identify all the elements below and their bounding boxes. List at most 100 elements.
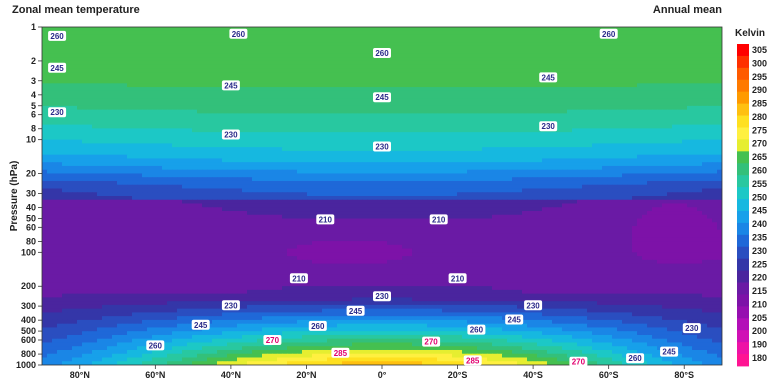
field-cell bbox=[527, 105, 533, 111]
field-cell bbox=[307, 105, 313, 111]
field-cell bbox=[262, 27, 268, 32]
field-cell bbox=[297, 79, 303, 84]
field-cell bbox=[147, 53, 153, 58]
field-cell bbox=[517, 68, 523, 73]
field-cell bbox=[427, 135, 433, 141]
field-cell bbox=[287, 45, 293, 51]
field-cell bbox=[67, 90, 73, 96]
field-cell bbox=[327, 30, 333, 36]
field-cell bbox=[362, 120, 368, 126]
field-cell bbox=[632, 143, 638, 148]
field-cell bbox=[652, 38, 658, 43]
field-cell bbox=[562, 139, 568, 145]
field-cell bbox=[637, 105, 643, 111]
field-cell bbox=[332, 132, 338, 137]
field-cell bbox=[377, 120, 383, 126]
field-cell bbox=[187, 117, 193, 122]
field-cell bbox=[367, 53, 373, 58]
field-cell bbox=[317, 60, 323, 66]
field-cell bbox=[467, 158, 473, 163]
field-cell bbox=[252, 109, 258, 114]
field-cell bbox=[577, 158, 583, 163]
field-cell bbox=[327, 68, 333, 73]
field-cell bbox=[317, 83, 323, 88]
field-cell bbox=[312, 38, 318, 43]
field-cell bbox=[127, 68, 133, 73]
field-cell bbox=[112, 143, 118, 148]
field-cell bbox=[597, 102, 603, 107]
field-cell bbox=[202, 64, 208, 69]
field-cell bbox=[577, 102, 583, 107]
field-cell bbox=[562, 94, 568, 99]
field-cell bbox=[337, 75, 343, 81]
field-cell bbox=[242, 154, 248, 160]
field-cell bbox=[232, 158, 238, 163]
field-cell bbox=[687, 143, 693, 148]
field-cell bbox=[387, 150, 393, 156]
field-cell bbox=[87, 83, 93, 88]
field-cell bbox=[582, 120, 588, 126]
field-cell bbox=[327, 79, 333, 84]
field-cell bbox=[542, 83, 548, 88]
field-cell bbox=[647, 158, 653, 163]
field-cell bbox=[417, 42, 423, 47]
field-cell bbox=[197, 90, 203, 96]
field-cell bbox=[137, 124, 143, 129]
field-cell bbox=[147, 143, 153, 148]
field-cell bbox=[717, 79, 722, 84]
field-cell bbox=[552, 57, 558, 62]
field-cell bbox=[247, 75, 253, 81]
field-cell bbox=[112, 38, 118, 43]
field-cell bbox=[422, 132, 428, 137]
field-cell bbox=[507, 117, 513, 122]
field-cell bbox=[167, 139, 173, 145]
field-cell bbox=[87, 53, 93, 58]
field-cell bbox=[142, 98, 148, 103]
field-cell bbox=[177, 87, 183, 92]
field-cell bbox=[597, 53, 603, 58]
field-cell bbox=[652, 139, 658, 145]
field-cell bbox=[147, 105, 153, 111]
field-cell bbox=[287, 34, 293, 39]
field-cell bbox=[42, 87, 48, 92]
field-cell bbox=[87, 57, 93, 62]
field-cell bbox=[407, 38, 413, 43]
field-cell bbox=[142, 27, 148, 32]
field-cell bbox=[627, 143, 633, 148]
field-cell bbox=[547, 49, 553, 54]
field-cell bbox=[327, 132, 333, 137]
field-cell bbox=[42, 150, 48, 156]
field-cell bbox=[182, 57, 188, 62]
field-cell bbox=[682, 79, 688, 84]
field-cell bbox=[127, 117, 133, 122]
field-cell bbox=[192, 42, 198, 47]
field-cell bbox=[222, 49, 228, 54]
field-cell bbox=[112, 79, 118, 84]
field-cell bbox=[652, 150, 658, 156]
field-cell bbox=[72, 139, 78, 145]
field-cell bbox=[197, 158, 203, 163]
field-cell bbox=[72, 105, 78, 111]
field-cell bbox=[432, 53, 438, 58]
field-cell bbox=[362, 158, 368, 163]
field-cell bbox=[602, 147, 608, 152]
field-cell bbox=[322, 128, 328, 133]
field-cell bbox=[442, 143, 448, 148]
field-cell bbox=[182, 105, 188, 111]
field-cell bbox=[512, 72, 518, 77]
field-cell bbox=[327, 139, 333, 145]
field-cell bbox=[167, 154, 173, 160]
field-cell bbox=[197, 147, 203, 152]
field-cell bbox=[482, 135, 488, 141]
field-cell bbox=[212, 102, 218, 107]
field-cell bbox=[482, 147, 488, 152]
field-cell bbox=[122, 79, 128, 84]
field-cell bbox=[57, 83, 63, 88]
field-cell bbox=[427, 147, 433, 152]
field-cell bbox=[177, 57, 183, 62]
field-cell bbox=[152, 124, 158, 129]
field-cell bbox=[487, 34, 493, 39]
field-cell bbox=[222, 98, 228, 103]
field-cell bbox=[457, 120, 463, 126]
field-cell bbox=[702, 60, 708, 66]
